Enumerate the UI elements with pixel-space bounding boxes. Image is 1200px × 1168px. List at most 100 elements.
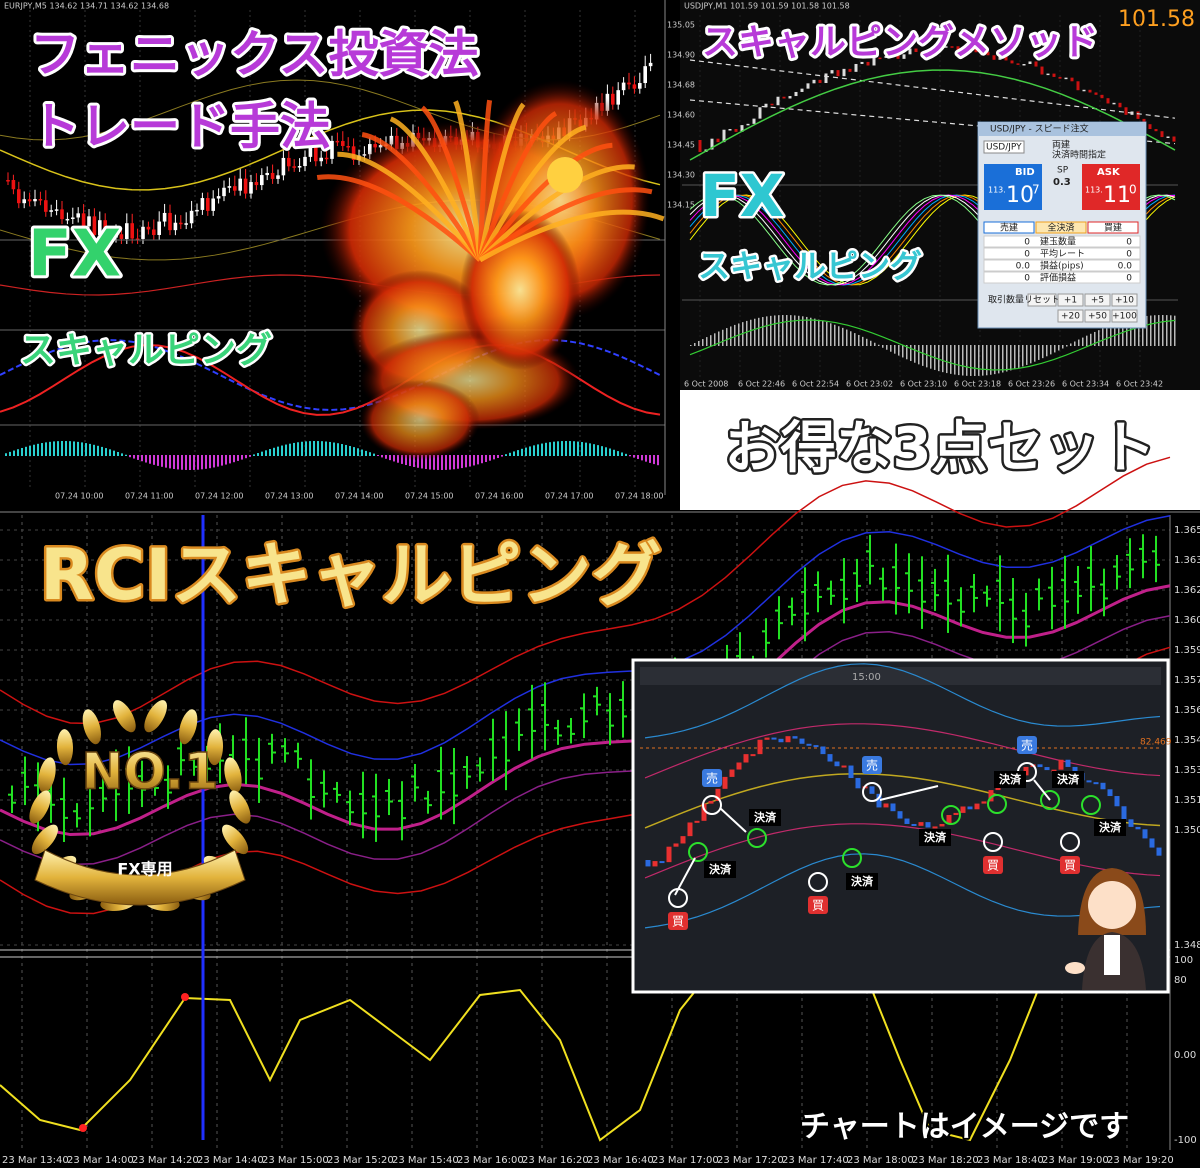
candle [616,90,620,105]
time-label: 23 Mar 19:20 [1107,1155,1174,1166]
candle [902,54,906,59]
histogram-bar [645,455,647,462]
macd-bar [838,326,840,346]
candle [645,860,651,867]
price-label: 134.30 [667,171,695,180]
candle [869,786,875,794]
candle [1100,94,1104,99]
candle [818,79,822,84]
histogram-bar [493,455,495,460]
settle-ring [941,805,961,825]
histogram-bar [481,455,483,464]
candle [827,754,833,762]
macd-bar [942,345,944,373]
macd-bar [750,319,752,346]
button[interactable] [1057,293,1084,307]
buy-tag [1060,856,1080,874]
candle [168,212,172,231]
scalping-label: スキャルピング [698,247,922,285]
histogram-bar [577,441,579,456]
banner: お得な3点セット [725,416,1156,481]
candle [87,216,91,227]
histogram-bar [573,441,575,456]
histogram-bar [609,448,611,456]
histogram-bar [9,451,11,456]
candle [920,51,924,54]
macd-bar [802,316,804,346]
candle [292,166,296,168]
macd-bar [754,318,756,346]
candle [243,178,248,194]
button[interactable] [1084,293,1111,307]
macd-bar [1130,318,1132,346]
macd-bar [922,345,924,366]
macd-bar [814,318,816,346]
candle [638,83,642,89]
time-label: 07.24 14:00 [335,492,384,501]
settle-label: 決済 [1099,820,1122,834]
candle [238,178,242,191]
time-label: 23 Mar 17:40 [782,1155,849,1166]
settle-ring [987,794,1007,814]
button-label: +10 [1115,296,1134,306]
candle [227,186,232,188]
macd-bar [1034,345,1036,362]
histogram-bar [485,455,487,462]
histogram-bar [601,446,603,456]
macd-bar [1010,345,1012,371]
candle [710,138,714,150]
rci-level: 80 [1174,975,1187,986]
time-label: 07.24 10:00 [55,492,104,501]
option: 決済時間指定 [1052,149,1106,161]
signal-ring [702,795,722,815]
button[interactable] [1111,293,1138,307]
candle [6,180,10,182]
candle [1065,759,1071,767]
macd-bar [770,315,772,346]
histogram-bar [657,455,659,466]
macd-bar [946,345,948,374]
histogram-bar [93,444,95,456]
button[interactable] [1111,309,1138,323]
buy-tag [668,912,688,930]
macd-bar [806,316,808,346]
macd-bar [1126,320,1128,346]
candle [195,209,199,212]
macd-bar [890,345,892,352]
button[interactable] [1027,293,1057,307]
candle [806,743,812,746]
marker [181,993,189,1001]
candle [92,216,97,236]
button[interactable] [1057,309,1084,323]
time-label: 07.24 13:00 [265,492,314,501]
candle [1172,136,1176,142]
candle [736,762,742,770]
candle [1149,838,1155,848]
title-line: フェニックス投資法 [30,26,479,84]
macd-bar [730,326,732,346]
histogram-bar [533,445,535,456]
title-line: トレード手法 [30,98,330,156]
candle [33,199,37,202]
button-label: +5 [1091,296,1104,306]
candle [287,157,291,167]
feather [478,187,653,262]
candle [687,822,693,837]
candle [1058,76,1062,79]
macd-bar [778,315,780,346]
candle [1094,92,1098,95]
macd-bar [718,331,720,346]
candle [270,172,275,179]
histogram-bar [81,442,83,456]
candle [778,738,784,743]
macd-bar [1110,325,1112,346]
time-label: 6 Oct 23:26 [1008,380,1055,389]
settle-label: 決済 [999,772,1022,786]
macd-bar [810,317,812,346]
row [983,235,1141,248]
time-label: 23 Mar 15:40 [392,1155,459,1166]
price-label: 1.3515 [1174,795,1200,806]
time-label: 07.24 11:00 [125,492,174,501]
candle [254,182,259,186]
button[interactable] [1084,309,1111,323]
